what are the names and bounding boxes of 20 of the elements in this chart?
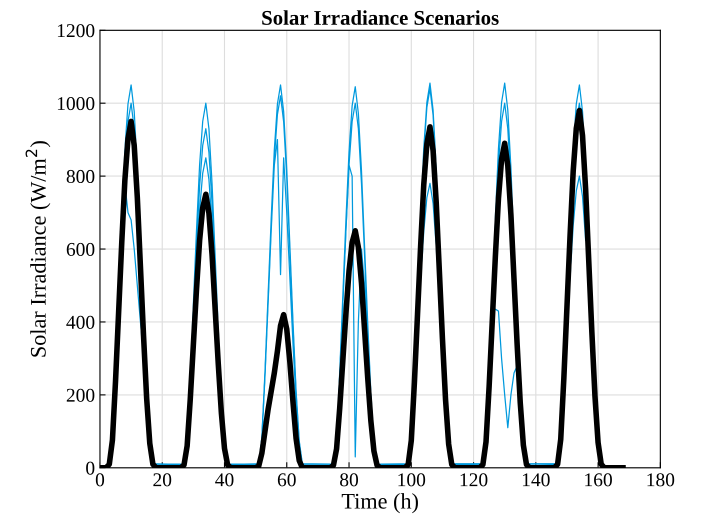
chart-title: Solar Irradiance Scenarios [262, 10, 499, 25]
x-tick-label: 0 [96, 473, 104, 486]
y-tick-label: 200 [66, 388, 94, 402]
x-tick-label: 120 [460, 473, 488, 486]
y-tick-label: 1000 [58, 97, 94, 110]
x-tick-label: 140 [522, 473, 550, 486]
y-tick-label: 800 [66, 170, 94, 184]
x-tick-label: 100 [398, 473, 426, 486]
x-axis-title: Time (h) [342, 493, 418, 514]
x-tick-label: 180 [647, 473, 674, 486]
y-tick-label: 600 [66, 242, 94, 256]
x-tick-label: 40 [215, 473, 234, 486]
y-axis-title: Solar Irradiance (W/m$^{2}$) [26, 141, 50, 357]
x-tick-label: 60 [278, 473, 296, 486]
y-tick-label: 1200 [58, 24, 94, 38]
x-tick-label: 160 [585, 473, 612, 486]
y-tick-label: 400 [66, 316, 94, 329]
x-tick-label: 80 [340, 473, 358, 486]
y-tick-label: 0 [86, 462, 94, 475]
x-tick-label: 20 [153, 473, 172, 486]
